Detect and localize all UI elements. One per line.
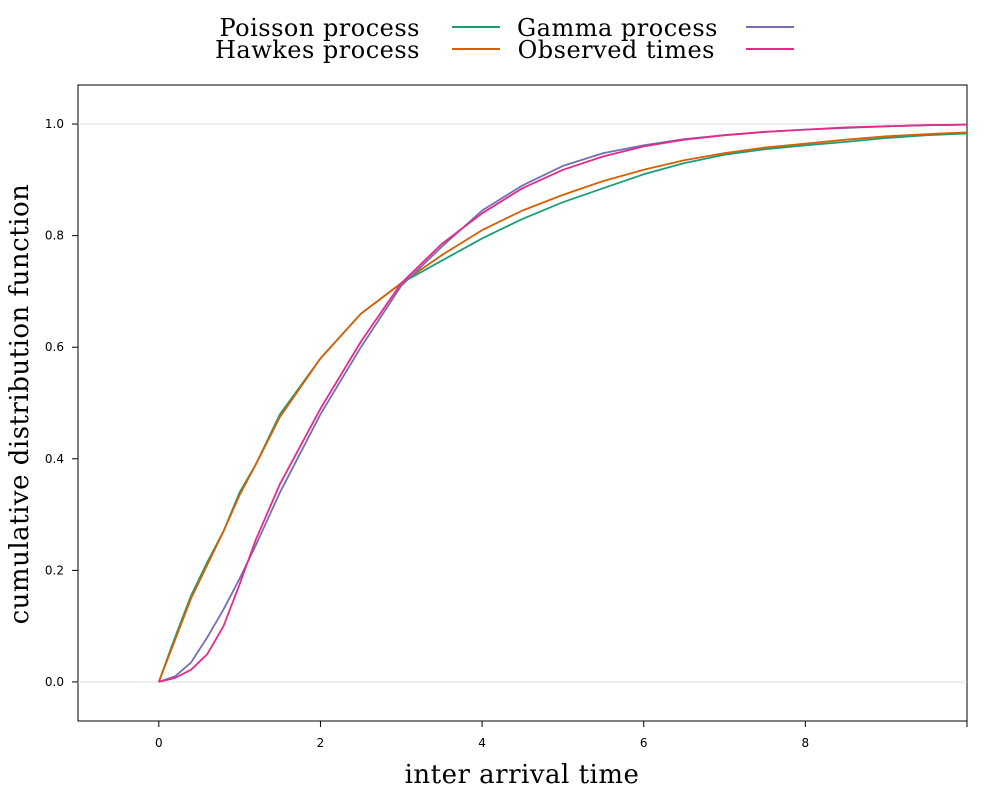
x-tick-label: 6 xyxy=(640,736,648,750)
legend-label-poisson: Poisson process xyxy=(219,14,420,42)
reference-lines xyxy=(78,123,967,683)
legend-label-hawkes: Hawkes process xyxy=(215,36,420,64)
y-tick-label: 0.0 xyxy=(45,675,64,689)
series-lines xyxy=(157,123,968,683)
y-tick-label: 0.2 xyxy=(45,563,64,577)
y-tick-label: 1.0 xyxy=(45,117,64,131)
x-axis-ticks: 0 2 4 6 8 xyxy=(155,721,968,750)
x-tick-label: 8 xyxy=(802,736,810,750)
x-axis-title: inter arrival time xyxy=(405,760,640,790)
series-line-poisson-process xyxy=(157,132,968,683)
y-tick-label: 0.4 xyxy=(45,452,64,466)
legend: Poisson process Hawkes process Gamma pro… xyxy=(215,14,794,64)
legend-label-observed: Observed times xyxy=(518,36,715,64)
x-tick-label: 0 xyxy=(155,736,163,750)
y-tick-label: 0.8 xyxy=(45,229,64,243)
y-tick-label: 0.6 xyxy=(45,340,64,354)
series-line-hawkes-process xyxy=(157,131,968,683)
legend-label-gamma: Gamma process xyxy=(517,14,718,42)
y-axis-ticks: 0.0 0.2 0.4 0.6 0.8 1.0 xyxy=(45,117,78,689)
x-tick-label: 2 xyxy=(317,736,325,750)
x-tick-label: 4 xyxy=(478,736,486,750)
plot-frame xyxy=(77,84,968,722)
series-line-gamma-process xyxy=(158,123,968,683)
y-axis-title: cumulative distribution function xyxy=(5,184,35,625)
series-line-observed-times xyxy=(158,123,968,683)
